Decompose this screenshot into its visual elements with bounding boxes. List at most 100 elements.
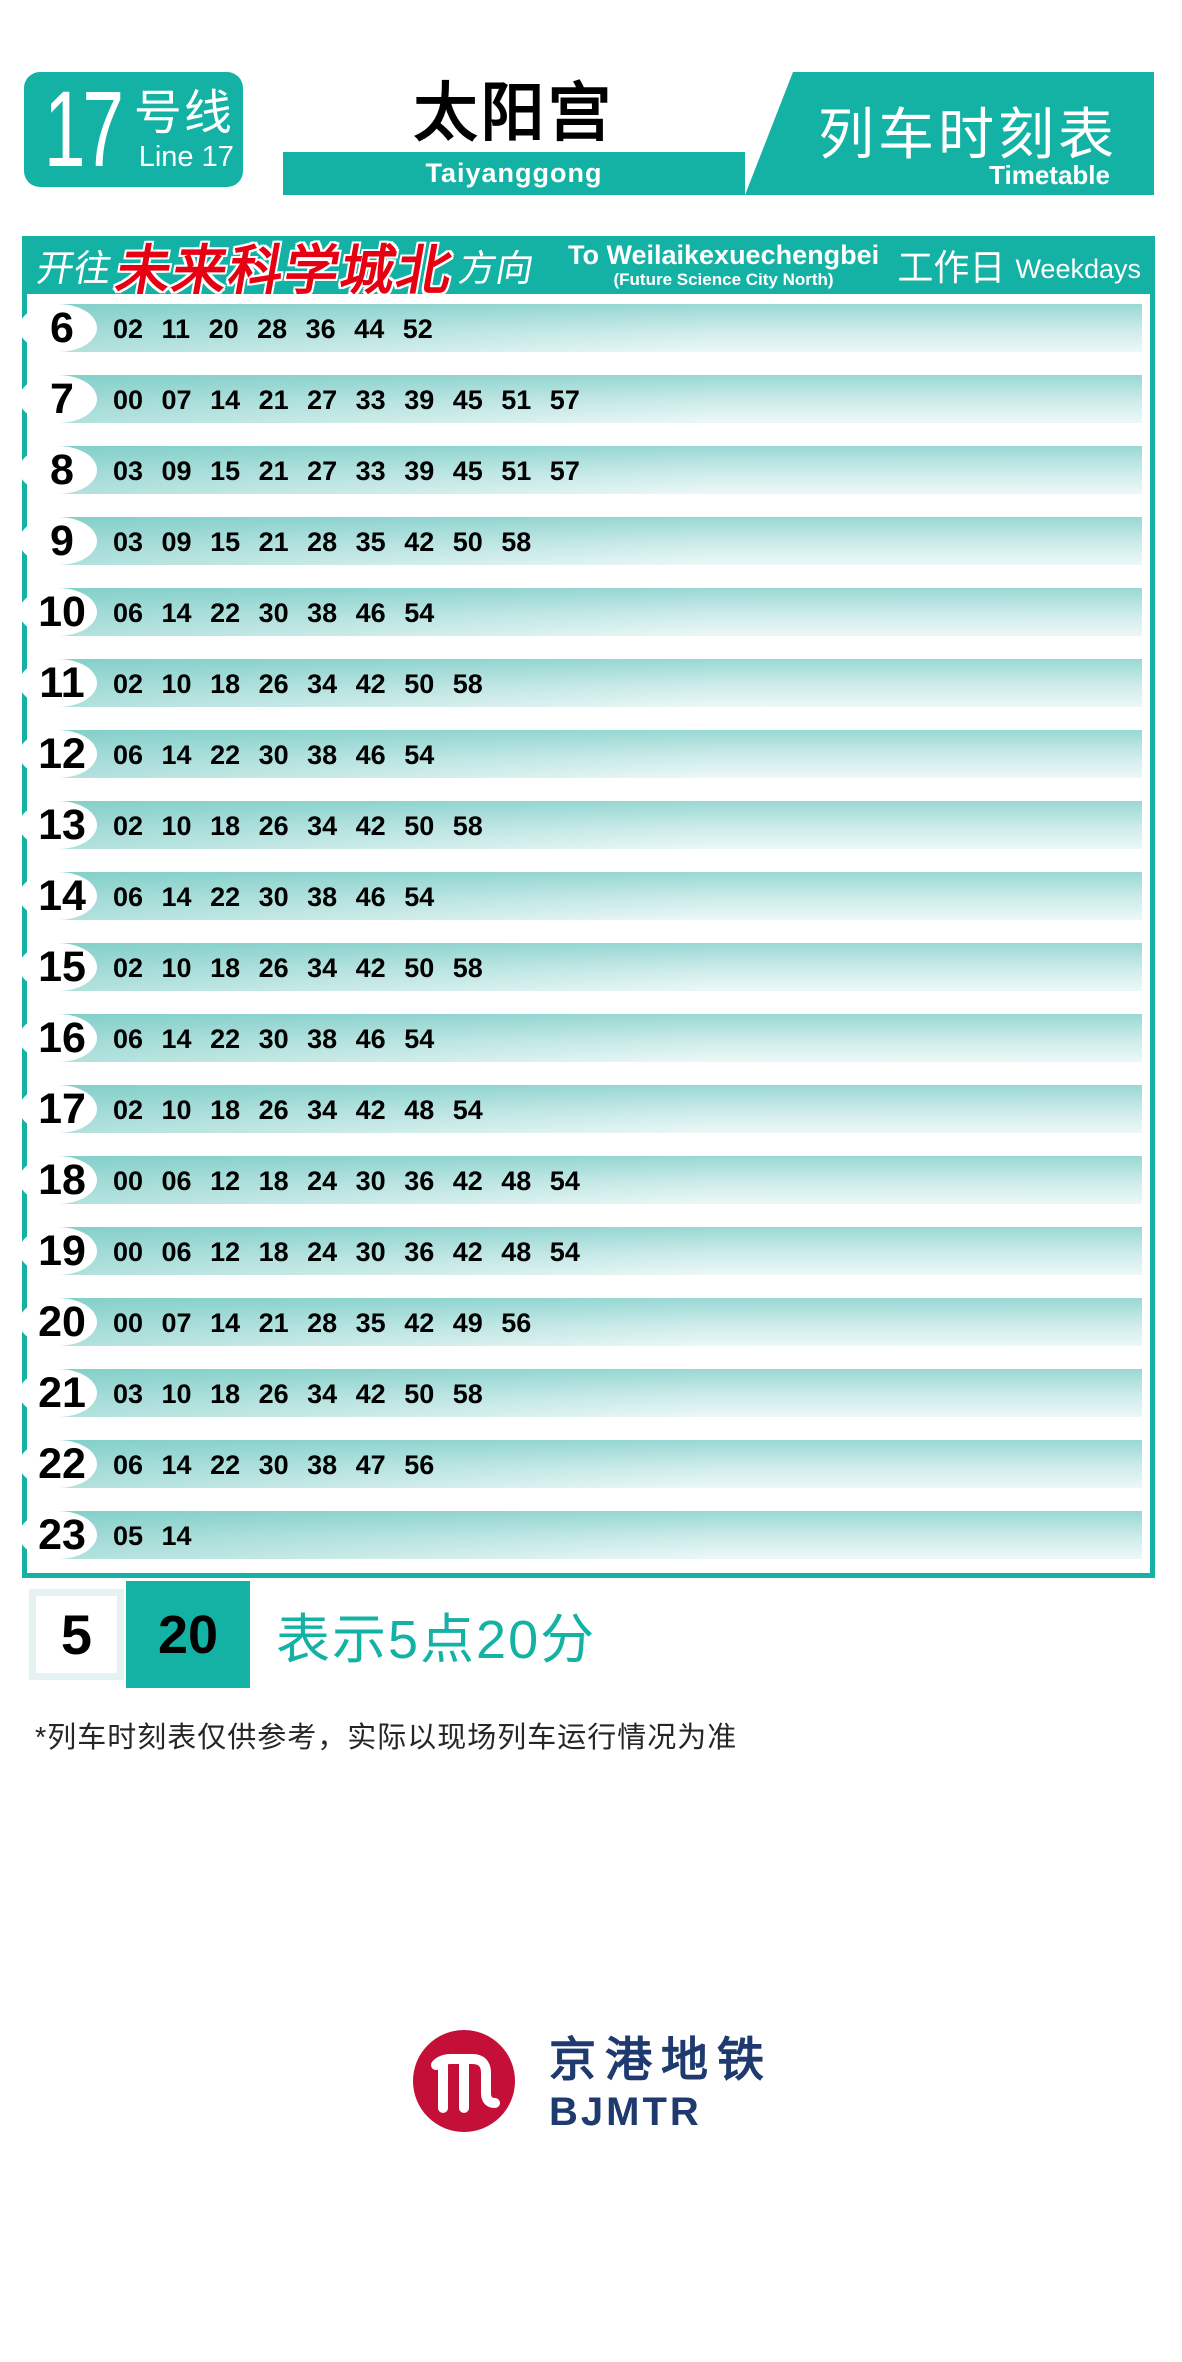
hour-label: 10 xyxy=(38,588,86,636)
timetable-row: 7 00 07 14 21 27 33 39 45 51 57 xyxy=(19,375,1150,423)
minutes-list: 06 14 22 30 38 46 54 xyxy=(113,882,435,912)
minutes-list: 02 10 18 26 34 42 50 58 xyxy=(113,669,483,699)
minutes-list: 02 10 18 26 34 42 50 58 xyxy=(113,953,483,983)
minutes-list: 02 10 18 26 34 42 48 54 xyxy=(113,1095,483,1125)
minutes-band: 02 10 18 26 34 42 50 58 xyxy=(19,943,1142,991)
minutes-list: 06 14 22 30 38 46 54 xyxy=(113,1024,435,1054)
timetable-row: 12 06 14 22 30 38 46 54 xyxy=(19,730,1150,778)
minutes-list: 06 14 22 30 38 46 54 xyxy=(113,740,435,770)
timetable-row: 21 03 10 18 26 34 42 50 58 xyxy=(19,1369,1150,1417)
disclaimer-note: *列车时刻表仅供参考，实际以现场列车运行情况为准 xyxy=(35,1722,738,1754)
timetable-row: 15 02 10 18 26 34 42 50 58 xyxy=(19,943,1150,991)
minutes-band: 05 14 xyxy=(19,1511,1142,1559)
brand-name-en: BJMTR xyxy=(549,2089,702,2134)
hour-label: 18 xyxy=(38,1156,86,1204)
timetable-row: 22 06 14 22 30 38 47 56 xyxy=(19,1440,1150,1488)
hour-label: 23 xyxy=(38,1511,86,1559)
timetable-row: 23 05 14 xyxy=(19,1511,1150,1559)
minutes-list: 00 06 12 18 24 30 36 42 48 54 xyxy=(113,1237,580,1267)
hour-label: 8 xyxy=(50,446,74,494)
station-name-en: Taiyanggong xyxy=(425,158,603,188)
direction-destination-cn: 未来科学城北 xyxy=(111,240,459,301)
minutes-list: 06 14 22 30 38 46 54 xyxy=(113,598,435,628)
bjmtr-logo-icon xyxy=(413,2030,515,2137)
timetable-row: 16 06 14 22 30 38 46 54 xyxy=(19,1014,1150,1062)
minutes-band: 06 14 22 30 38 46 54 xyxy=(19,588,1142,636)
legend: 5 20 表示5点20分 xyxy=(29,1581,596,1688)
timetable-row: 14 06 14 22 30 38 46 54 xyxy=(19,872,1150,920)
timetable-title-cn: 列车时刻表 xyxy=(818,103,1118,166)
minutes-list: 03 09 15 21 28 35 42 50 58 xyxy=(113,527,532,557)
direction-destination-en-sub: (Future Science City North) xyxy=(613,269,834,289)
station-name-cn: 太阳宫 xyxy=(413,77,615,149)
hour-label: 6 xyxy=(50,304,74,352)
timetable-row: 17 02 10 18 26 34 42 48 54 xyxy=(19,1085,1150,1133)
hour-label: 20 xyxy=(38,1298,86,1346)
service-day-cn: 工作日 xyxy=(897,247,1006,288)
hour-label: 16 xyxy=(38,1014,86,1062)
timetable-row: 13 02 10 18 26 34 42 50 58 xyxy=(19,801,1150,849)
minutes-band: 03 09 15 21 27 33 39 45 51 57 xyxy=(19,446,1142,494)
minutes-list: 02 10 18 26 34 42 50 58 xyxy=(113,811,483,841)
minutes-band: 02 10 18 26 34 42 48 54 xyxy=(19,1085,1142,1133)
minutes-band: 06 14 22 30 38 46 54 xyxy=(19,730,1142,778)
minutes-list: 00 07 14 21 28 35 42 49 56 xyxy=(113,1308,532,1338)
timetable-title-trapezoid: 列车时刻表 Timetable xyxy=(745,72,1154,195)
timetable-row: 20 00 07 14 21 28 35 42 49 56 xyxy=(19,1298,1150,1346)
service-day-en: Weekdays xyxy=(1015,253,1141,284)
hour-label: 14 xyxy=(38,872,86,920)
minutes-list: 00 06 12 18 24 30 36 42 48 54 xyxy=(113,1166,580,1196)
timetable-row: 9 03 09 15 21 28 35 42 50 58 xyxy=(19,517,1150,565)
timetable-panel: 6 02 11 20 28 36 44 52 7 00 07 14 21 27 … xyxy=(19,294,1155,1578)
minutes-list: 00 07 14 21 27 33 39 45 51 57 xyxy=(113,385,580,415)
hour-label: 22 xyxy=(38,1440,86,1488)
hour-label: 19 xyxy=(38,1227,86,1275)
hour-label: 7 xyxy=(50,375,74,423)
line-badge: 17 号线 Line 17 xyxy=(24,72,243,187)
direction-prefix-cn: 开往 xyxy=(33,248,115,289)
minutes-band: 00 07 14 21 28 35 42 49 56 xyxy=(19,1298,1142,1346)
timetable-title-en: Timetable xyxy=(989,160,1110,190)
minutes-band: 02 11 20 28 36 44 52 xyxy=(19,304,1142,352)
minutes-list: 03 10 18 26 34 42 50 58 xyxy=(113,1379,483,1409)
minutes-list: 02 11 20 28 36 44 52 xyxy=(113,314,433,344)
line-number: 17 xyxy=(43,69,124,189)
timetable-row: 19 00 06 12 18 24 30 36 42 48 54 xyxy=(19,1227,1150,1275)
timetable-row: 8 03 09 15 21 27 33 39 45 51 57 xyxy=(19,446,1150,494)
direction-bar: 开往 未来科学城北 方向 To Weilaikexuechengbei (Fut… xyxy=(22,236,1155,301)
line-name-en: Line 17 xyxy=(138,140,234,173)
minutes-band: 02 10 18 26 34 42 50 58 xyxy=(19,801,1142,849)
minutes-band: 00 06 12 18 24 30 36 42 48 54 xyxy=(19,1227,1142,1275)
timetable-row: 18 00 06 12 18 24 30 36 42 48 54 xyxy=(19,1156,1150,1204)
brand-name-cn: 京港地铁 xyxy=(549,2032,773,2086)
minutes-band: 00 06 12 18 24 30 36 42 48 54 xyxy=(19,1156,1142,1204)
legend-minute-box: 20 xyxy=(126,1581,250,1688)
minutes-list: 06 14 22 30 38 47 56 xyxy=(113,1450,435,1480)
direction-suffix-cn: 方向 xyxy=(455,248,537,289)
direction-destination-en: To Weilaikexuechengbei xyxy=(568,239,880,270)
legend-caption: 表示5点20分 xyxy=(276,1610,597,1670)
minutes-list: 03 09 15 21 27 33 39 45 51 57 xyxy=(113,456,580,486)
minutes-band: 06 14 22 30 38 47 56 xyxy=(19,1440,1142,1488)
minutes-list: 05 14 xyxy=(113,1521,192,1551)
minutes-band: 06 14 22 30 38 46 54 xyxy=(19,1014,1142,1062)
minutes-band: 03 10 18 26 34 42 50 58 xyxy=(19,1369,1142,1417)
minutes-band: 03 09 15 21 28 35 42 50 58 xyxy=(19,517,1142,565)
hour-label: 15 xyxy=(38,943,86,991)
hour-label: 17 xyxy=(38,1085,86,1133)
bjmtr-logo: 京港地铁 BJMTR xyxy=(413,2030,773,2137)
hour-label: 13 xyxy=(38,801,86,849)
station-name-band: Taiyanggong xyxy=(283,152,745,195)
minutes-band: 06 14 22 30 38 46 54 xyxy=(19,872,1142,920)
timetable-row: 6 02 11 20 28 36 44 52 xyxy=(19,304,1150,352)
hour-label: 12 xyxy=(38,730,86,778)
timetable-row: 11 02 10 18 26 34 42 50 58 xyxy=(19,659,1150,707)
hour-label: 21 xyxy=(38,1369,86,1417)
minutes-band: 00 07 14 21 27 33 39 45 51 57 xyxy=(19,375,1142,423)
legend-hour-box: 5 xyxy=(29,1589,124,1680)
hour-label: 11 xyxy=(39,659,85,707)
timetable-row: 10 06 14 22 30 38 46 54 xyxy=(19,588,1150,636)
minutes-band: 02 10 18 26 34 42 50 58 xyxy=(19,659,1142,707)
line-suffix-cn: 号线 xyxy=(133,87,234,141)
hour-label: 9 xyxy=(50,517,74,565)
